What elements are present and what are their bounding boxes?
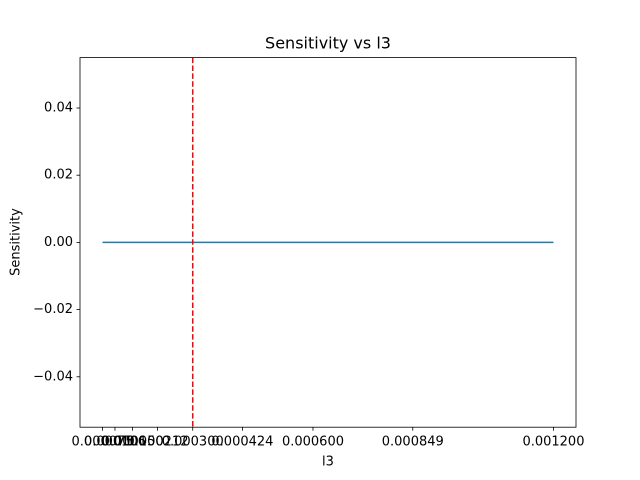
x-tick-label: 0.000849 bbox=[382, 435, 444, 450]
x-tick-label: 0.000212 bbox=[126, 435, 188, 450]
x-tick-label: 0.001200 bbox=[522, 435, 584, 450]
x-axis-label: l3 bbox=[322, 455, 334, 470]
chart-title: Sensitivity vs l3 bbox=[265, 34, 391, 53]
y-tick-label: −0.04 bbox=[33, 369, 73, 384]
plot-frame bbox=[79, 57, 577, 428]
x-tick-label: 0.000075 bbox=[72, 435, 134, 450]
y-tick-label: 0.00 bbox=[44, 235, 73, 250]
y-tick-label: −0.02 bbox=[33, 302, 73, 317]
x-tick-label: 0.000300 bbox=[162, 435, 224, 450]
y-axis-label: Sensitivity bbox=[9, 208, 24, 276]
x-tick-label: 0.000106 bbox=[84, 435, 146, 450]
y-tick-label: 0.04 bbox=[44, 101, 73, 116]
x-tick-label: 0.000600 bbox=[282, 435, 344, 450]
x-tick-label: 0.000424 bbox=[211, 435, 273, 450]
y-tick-label: 0.02 bbox=[44, 168, 73, 183]
x-tick-label: 0.000150 bbox=[102, 435, 164, 450]
